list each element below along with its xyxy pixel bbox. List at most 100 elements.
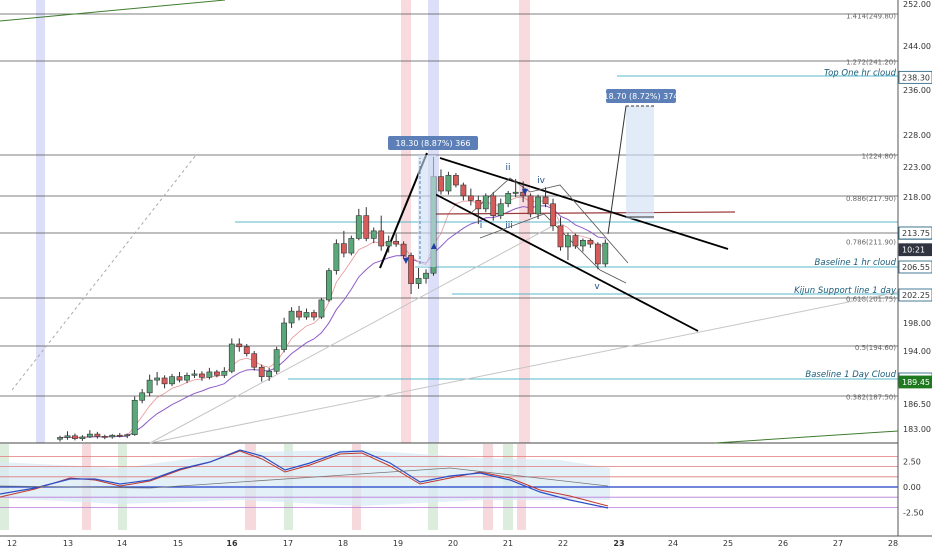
- candle-body: [266, 370, 273, 377]
- candle-body: [139, 392, 146, 401]
- candle-body: [243, 346, 250, 354]
- price-tick-label: 244.00: [903, 42, 931, 51]
- measure-box-label-bg: [388, 136, 478, 150]
- candle-body: [303, 312, 310, 318]
- measure-box-label-bg: [606, 89, 676, 103]
- wedge-lower: [432, 192, 699, 332]
- grey-trend-line: [149, 221, 561, 444]
- candle-body: [527, 195, 534, 215]
- wedge-upper: [439, 157, 729, 250]
- candle-body: [400, 243, 407, 256]
- candle-body: [206, 371, 213, 378]
- time-tick-label: 23: [613, 539, 624, 548]
- candle-body: [191, 373, 198, 376]
- time-tick-label: 26: [778, 539, 788, 548]
- level-annotation: Top One hr cloud: [824, 68, 897, 78]
- candle-body: [490, 195, 497, 216]
- fib-level-label: 0.618(201.75): [846, 295, 896, 303]
- resistance-line: [434, 211, 736, 215]
- price-tick-label: 198.00: [903, 319, 931, 328]
- price-label-box: [898, 226, 932, 240]
- candle-body: [281, 322, 287, 350]
- candle-body: [542, 196, 549, 205]
- candle-body: [363, 215, 370, 239]
- arrow-up-marker: ▲: [431, 241, 438, 250]
- time-tick-label: 22: [558, 539, 568, 548]
- arrow-down-marker: ▼: [403, 256, 410, 265]
- time-tick-label: 19: [393, 539, 403, 548]
- measure-box-label: 18.70 (8.72%) 374: [604, 92, 679, 101]
- candle-body: [236, 343, 243, 348]
- candle-body: [393, 240, 400, 245]
- oscillator-tick-label: 0.00: [903, 483, 921, 492]
- candle-body: [64, 435, 71, 438]
- highlight-band: [36, 0, 45, 443]
- candle-body: [550, 203, 556, 227]
- candle-body: [228, 343, 235, 372]
- candle-body: [296, 310, 302, 318]
- measure-box-label: 18.30 (8.87%) 366: [396, 139, 471, 148]
- candle-body: [199, 373, 205, 378]
- time-tick-label: 13: [63, 539, 73, 548]
- candle-body: [86, 433, 93, 438]
- candle-body: [146, 379, 153, 394]
- time-tick-label: 28: [888, 539, 898, 548]
- candle-body: [467, 195, 474, 201]
- oscillator-tick-label: 2.50: [903, 458, 921, 467]
- candle-body: [475, 200, 482, 210]
- wave-label: iv: [537, 176, 546, 186]
- candle-body: [512, 191, 519, 194]
- price-label: 189.45: [902, 378, 930, 387]
- level-annotation: Kijun Support line 1 day: [794, 286, 897, 296]
- candle-body: [378, 230, 385, 247]
- wave-label: iii: [505, 221, 513, 231]
- candle-body: [565, 235, 571, 248]
- candle-body: [213, 371, 220, 376]
- candle-body: [370, 230, 377, 239]
- fib-level-label: 0.886(217.90): [846, 195, 896, 203]
- price-axis: [898, 0, 932, 550]
- candle-body: [131, 399, 138, 435]
- price-label: 213.75: [902, 229, 930, 238]
- fib-level-label: 0.5(194.60): [855, 344, 896, 352]
- candle-body: [579, 240, 586, 247]
- measure-box: [626, 106, 654, 219]
- price-label-box: [898, 243, 932, 257]
- candle-body: [124, 434, 131, 437]
- candle-body: [101, 436, 108, 438]
- price-tick-label: 218.00: [903, 193, 931, 202]
- moving-average: [59, 205, 606, 438]
- fib-level-label: 1(224.80): [862, 152, 897, 160]
- fib-level-label: 0.382(187.50): [846, 394, 896, 402]
- candle-body: [355, 215, 362, 239]
- wave-channel: [469, 177, 629, 264]
- time-tick-label: 12: [7, 539, 17, 548]
- candle-body: [258, 366, 265, 377]
- candle-body: [594, 243, 601, 265]
- candle-body: [520, 191, 527, 197]
- time-tick-label: 14: [117, 539, 127, 548]
- candle-body: [482, 195, 489, 210]
- time-tick-label: 17: [283, 539, 293, 548]
- candle-body: [221, 370, 228, 376]
- fib-level-label: 1.414(249.80): [846, 13, 896, 21]
- candle-body: [184, 374, 190, 381]
- moving-average-fast: [59, 196, 606, 438]
- candle-body: [460, 184, 467, 197]
- time-tick-label: 25: [723, 539, 733, 548]
- price-tick-label: 186.50: [903, 400, 931, 409]
- candle-body: [497, 203, 504, 216]
- time-tick-label: 20: [448, 539, 458, 548]
- price-tick-label: 183.00: [903, 425, 931, 434]
- fib-level-label: 0.786(211.90): [846, 239, 896, 247]
- time-tick-label: 24: [668, 539, 678, 548]
- price-tick-label: 194.00: [903, 347, 931, 356]
- candle-body: [288, 310, 295, 324]
- candle-body: [423, 272, 429, 279]
- oscillator-baseline: [0, 467, 609, 489]
- candle-body: [505, 193, 512, 205]
- projection-arrow: [607, 105, 627, 235]
- price-tick-label: 223.00: [903, 163, 931, 172]
- candle-body: [408, 255, 414, 284]
- candle-body: [116, 434, 123, 437]
